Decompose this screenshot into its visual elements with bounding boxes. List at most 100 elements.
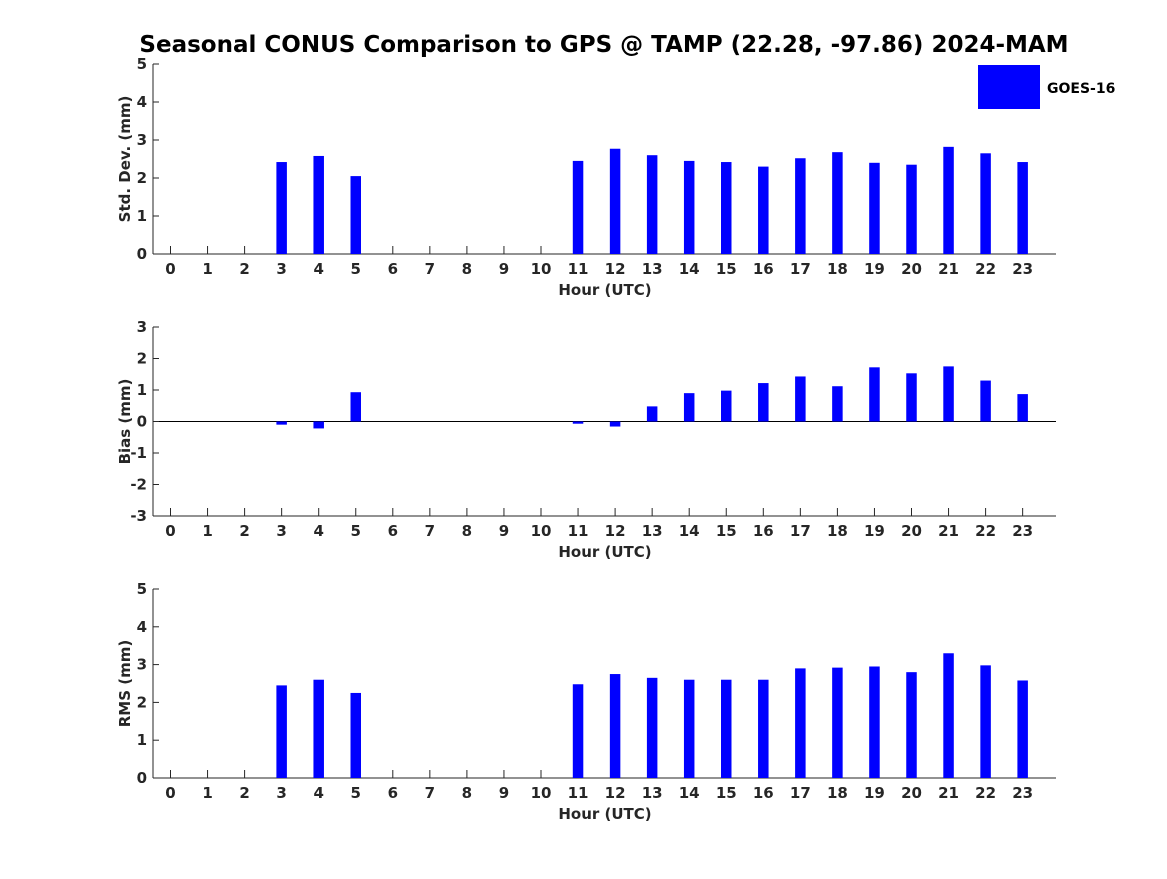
x-tick-label: 12 — [605, 784, 626, 802]
bar-hour-23 — [1017, 394, 1028, 422]
bar-hour-21 — [943, 653, 954, 778]
y-tick-label: 1 — [137, 381, 147, 399]
x-tick-label: 23 — [1012, 522, 1033, 540]
x-tick-label: 22 — [975, 522, 996, 540]
y-tick-label: 4 — [137, 93, 147, 111]
y-axis-label: Bias (mm) — [116, 379, 134, 465]
x-axis-label: Hour (UTC) — [558, 543, 651, 561]
x-tick-label: 4 — [313, 260, 323, 278]
y-tick-label: 0 — [137, 413, 147, 431]
bar-hour-16 — [758, 679, 769, 778]
x-tick-label: 5 — [351, 260, 361, 278]
x-tick-label: 15 — [716, 260, 737, 278]
bar-hour-15 — [721, 679, 732, 778]
y-tick-label: 3 — [137, 656, 147, 674]
bar-hour-22 — [980, 380, 991, 422]
x-tick-label: 10 — [531, 260, 552, 278]
x-tick-label: 4 — [313, 784, 323, 802]
x-tick-label: 8 — [462, 522, 472, 540]
x-tick-label: 17 — [790, 784, 811, 802]
bar-hour-16 — [758, 383, 769, 422]
x-tick-label: 5 — [351, 784, 361, 802]
bar-hour-17 — [795, 668, 806, 778]
x-tick-label: 7 — [425, 522, 435, 540]
x-tick-label: 6 — [388, 784, 398, 802]
bar-hour-12 — [609, 421, 621, 427]
x-tick-label: 21 — [938, 260, 959, 278]
x-tick-label: 1 — [202, 260, 212, 278]
x-tick-label: 2 — [239, 784, 249, 802]
bar-hour-11 — [572, 160, 584, 254]
x-tick-label: 12 — [605, 260, 626, 278]
bar-hour-19 — [869, 367, 880, 422]
x-tick-label: 19 — [864, 260, 885, 278]
bar-hour-3 — [276, 685, 287, 778]
bar-hour-19 — [869, 666, 880, 778]
bar-hour-12 — [609, 674, 621, 778]
x-tick-label: 9 — [499, 522, 509, 540]
y-tick-label: 4 — [137, 618, 147, 636]
x-tick-label: 7 — [425, 784, 435, 802]
bar-hour-13 — [646, 677, 658, 778]
x-tick-label: 15 — [716, 522, 737, 540]
x-tick-label: 0 — [165, 522, 175, 540]
y-tick-label: 5 — [137, 55, 147, 73]
x-tick-label: 15 — [716, 784, 737, 802]
x-tick-label: 18 — [827, 260, 848, 278]
x-tick-label: 9 — [499, 784, 509, 802]
x-tick-label: 21 — [938, 784, 959, 802]
x-tick-label: 17 — [790, 522, 811, 540]
bar-hour-19 — [869, 162, 880, 254]
bar-hour-20 — [906, 373, 917, 422]
bar-hour-15 — [721, 390, 732, 422]
y-tick-label: 1 — [137, 731, 147, 749]
y-tick-label: 2 — [137, 350, 147, 368]
bar-hour-22 — [980, 153, 991, 254]
x-tick-label: 10 — [531, 522, 552, 540]
x-tick-label: 11 — [568, 784, 589, 802]
bar-hour-5 — [350, 692, 361, 778]
x-tick-label: 22 — [975, 784, 996, 802]
y-axis-label: RMS (mm) — [116, 640, 134, 727]
bar-hour-17 — [795, 376, 806, 422]
x-tick-label: 21 — [938, 522, 959, 540]
chart-title: Seasonal CONUS Comparison to GPS @ TAMP … — [139, 32, 1068, 58]
y-tick-label: -3 — [130, 507, 147, 525]
x-tick-label: 20 — [901, 522, 922, 540]
y-tick-label: 3 — [137, 131, 147, 149]
x-tick-label: 2 — [239, 522, 249, 540]
x-tick-label: 20 — [901, 260, 922, 278]
x-tick-label: 0 — [165, 784, 175, 802]
bar-hour-13 — [646, 406, 658, 422]
x-tick-label: 4 — [313, 522, 323, 540]
bar-hour-23 — [1017, 162, 1028, 254]
x-tick-label: 7 — [425, 260, 435, 278]
y-tick-label: 2 — [137, 169, 147, 187]
bar-hour-22 — [980, 665, 991, 778]
bar-hour-14 — [683, 160, 695, 254]
x-tick-label: 16 — [753, 784, 774, 802]
bar-hour-15 — [721, 162, 732, 254]
bar-hour-21 — [943, 146, 954, 254]
bar-hour-11 — [572, 684, 584, 778]
bar-hour-13 — [646, 155, 658, 254]
bar-hour-20 — [906, 164, 917, 254]
x-tick-label: 11 — [568, 260, 589, 278]
legend: GOES-16 — [978, 65, 1115, 109]
x-tick-label: 16 — [753, 522, 774, 540]
bar-hour-18 — [832, 667, 843, 778]
y-tick-label: 0 — [137, 245, 147, 263]
bar-hour-3 — [276, 162, 287, 254]
bar-hour-4 — [313, 155, 324, 254]
x-tick-label: 8 — [462, 784, 472, 802]
x-tick-label: 2 — [239, 260, 249, 278]
x-tick-label: 23 — [1012, 260, 1033, 278]
x-tick-label: 1 — [202, 522, 212, 540]
x-tick-label: 22 — [975, 260, 996, 278]
x-tick-label: 11 — [568, 522, 589, 540]
